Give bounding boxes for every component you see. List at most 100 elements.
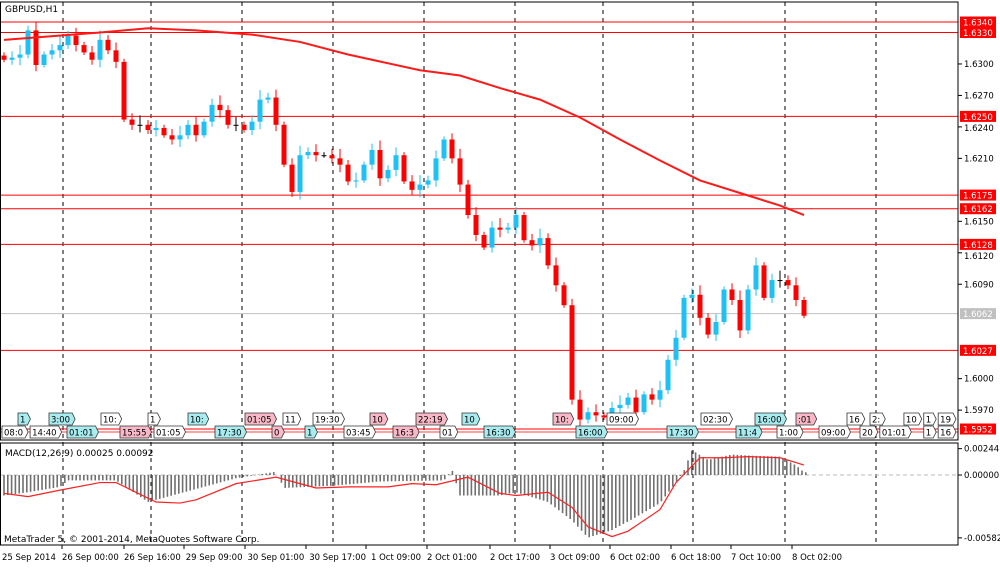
time-axis: 25 Sep 2014 26 Sep 00:00 26 Sep 16:00 29 Se… [2, 545, 842, 563]
event-marker [244, 412, 277, 426]
candle-body [617, 404, 623, 409]
candle-body [689, 294, 695, 298]
event-marker [100, 412, 123, 426]
candle-body [745, 289, 751, 331]
copyright: MetaTrader 5, © 2001-2014, MetaQuotes So… [4, 535, 260, 545]
candle-body [793, 285, 799, 300]
event-marker [119, 425, 152, 439]
level-tag [960, 26, 996, 38]
event-label: 10 [464, 416, 475, 426]
level-tag-label: 1.6250 [963, 113, 993, 123]
candle-body [241, 124, 247, 131]
candle-body [209, 104, 215, 122]
event-label: 09:00 [609, 416, 634, 426]
candle-body [265, 97, 271, 100]
event-marker [776, 425, 804, 439]
event-label: 20 [862, 429, 873, 439]
candle-body [257, 99, 263, 122]
x-tick-label: 26 Sep 16:00 [124, 553, 181, 563]
event-marker [415, 412, 448, 426]
event-label: 11:4 [738, 429, 757, 439]
event-marker [1, 425, 29, 439]
candle-body [193, 124, 199, 136]
candle-body [313, 152, 319, 156]
candle-body [753, 265, 759, 290]
candle-body [777, 280, 783, 282]
level-tag [960, 238, 996, 250]
event-label: 0 [274, 429, 279, 439]
candle-body [545, 238, 551, 266]
level-tag-label: 1.6340 [963, 19, 993, 29]
candle-body [353, 180, 359, 182]
candle-body [585, 412, 591, 420]
event-label: 1 [150, 416, 155, 426]
x-tick-label: 30 Sep 17:00 [309, 553, 366, 563]
candle-body [329, 155, 335, 159]
event-label: 09:00 [821, 429, 846, 439]
event-marker [29, 425, 63, 439]
candle-body [105, 39, 111, 51]
event-label: 01:01 [882, 429, 907, 439]
event-marker [700, 412, 733, 426]
event-label: 2: [872, 416, 880, 426]
candle-body [169, 135, 175, 140]
candle-body [601, 415, 607, 418]
candle-body [521, 215, 527, 241]
x-tick-label: 8 Oct 02:00 [792, 553, 842, 563]
chart-title: GBPUSD,H1 [5, 5, 58, 15]
y-tick-label: 1.6090 [964, 280, 994, 290]
event-marker [606, 412, 639, 426]
candle-body [561, 285, 567, 306]
candle-body [401, 155, 407, 182]
candle-body [321, 155, 327, 157]
event-label: 16 [849, 416, 860, 426]
event-label: 01 [442, 429, 453, 439]
bid-tag [960, 308, 996, 320]
candles [1, 22, 807, 428]
event-marker [735, 425, 763, 439]
event-marker [666, 425, 699, 439]
macd-y-tick-label: 0.00244 [964, 445, 999, 455]
moving-average [3, 27, 805, 216]
event-marker [879, 425, 912, 439]
x-tick-label: 6 Oct 18:00 [671, 553, 721, 563]
candle-body [721, 289, 727, 323]
y-tick-label: 1.6150 [964, 217, 994, 227]
event-label: 10: [190, 416, 204, 426]
level-tag-label: 1.6128 [963, 241, 993, 251]
candle-body [297, 155, 303, 192]
candle-body [145, 124, 151, 131]
candle-body [449, 139, 455, 159]
macd-panel-border [0, 442, 959, 546]
macd-y-tick-label: -0.00582 [964, 534, 1000, 544]
candle-body [393, 155, 399, 170]
level-tag-label: 1.6330 [963, 29, 993, 39]
chart-frame [0, 1, 959, 546]
x-tick-label: 2 Oct 17:00 [490, 553, 540, 563]
event-label: 10: [555, 416, 569, 426]
candle-body [553, 265, 559, 286]
level-tag-label: 1.6175 [963, 192, 993, 202]
candle-body [433, 158, 439, 181]
x-tick-label: 29 Sep 09:00 [186, 553, 243, 563]
event-marker [483, 425, 516, 439]
candle-body [705, 317, 711, 335]
candle-body [489, 227, 495, 248]
event-marker [17, 412, 31, 426]
event-marker [369, 412, 389, 426]
event-marker [439, 425, 459, 439]
candle-body [17, 54, 23, 58]
event-label: 08:0 [4, 429, 23, 439]
event-label: 3:00 [51, 416, 70, 426]
candle-body [345, 164, 351, 182]
x-tick-label: 25 Sep 2014 [2, 553, 56, 563]
candle-body [409, 181, 415, 190]
candle-body [97, 39, 103, 60]
grid-lines [0, 2, 958, 545]
candle-body [441, 139, 447, 159]
event-marker [304, 425, 318, 439]
event-marker [937, 425, 957, 439]
event-label: 19:30 [315, 416, 340, 426]
